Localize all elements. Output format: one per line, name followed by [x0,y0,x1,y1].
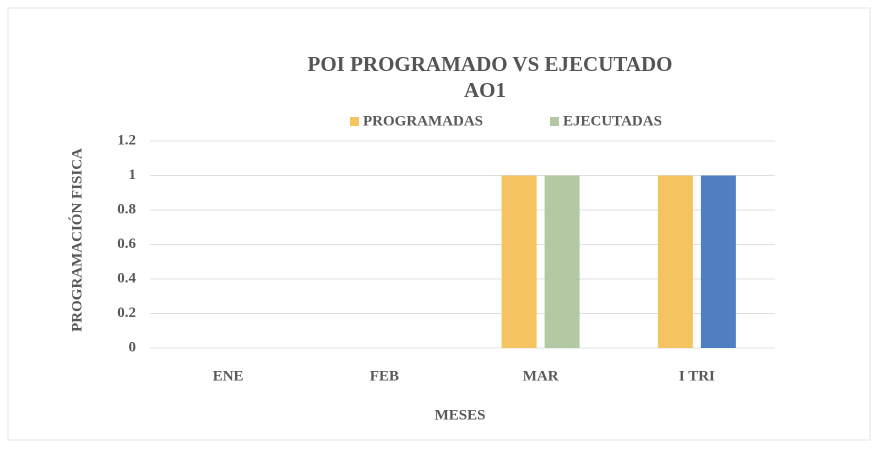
y-tick-label: 1.2 [117,132,136,148]
chart-title: AO1 [464,78,506,102]
x-tick-label: I TRI [679,368,715,384]
legend-swatch [350,117,359,126]
x-tick-label: MAR [523,368,559,384]
y-tick-label: 1 [129,167,137,183]
y-tick-label: 0.2 [117,305,136,321]
y-tick-label: 0.6 [117,236,136,252]
y-tick-label: 0.8 [117,201,136,217]
y-tick-label: 0 [129,339,137,355]
x-tick-label: FEB [370,368,399,384]
bar [657,175,693,348]
bar [501,175,537,348]
chart-title: POI PROGRAMADO VS EJECUTADO [308,52,673,76]
y-tick-label: 0.4 [117,270,136,286]
legend-label: EJECUTADAS [563,113,662,129]
x-axis-label: MESES [435,407,486,423]
bar [544,175,580,348]
y-axis-label: PROGRAMACIÓN FISICA [68,148,85,332]
legend-label: PROGRAMADAS [363,113,483,129]
x-tick-label: ENE [213,368,244,384]
bar [700,175,736,348]
legend-swatch [550,117,559,126]
